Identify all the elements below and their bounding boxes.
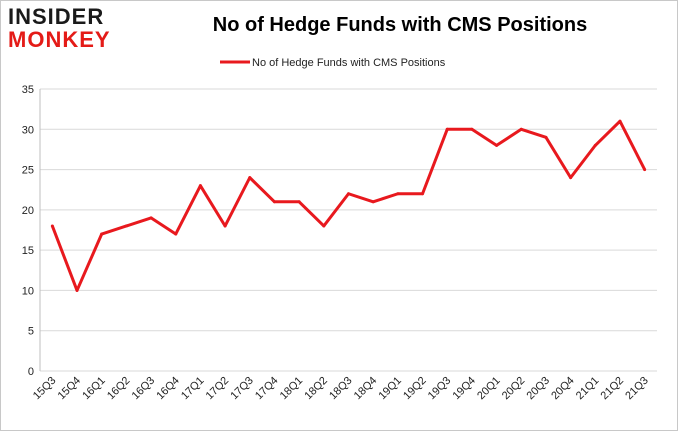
y-tick-label: 30 [22,124,34,136]
x-tick-label: 19Q3 [426,375,454,403]
logo-bottom-text: MONKEY [8,27,111,52]
x-tick-label: 18Q4 [352,375,380,403]
data-point [618,119,622,123]
x-tick-label: 16Q2 [105,375,133,403]
y-tick-label: 25 [22,165,34,177]
x-tick-label: 16Q3 [130,375,158,403]
data-point [198,184,202,188]
series-layer [50,119,647,292]
data-point [248,176,252,180]
data-point [75,288,79,292]
data-point [371,200,375,204]
y-tick-label: 5 [28,326,34,338]
y-axis-ticks: 0 5 10 15 20 25 30 35 [22,84,34,378]
y-tick-label: 35 [22,84,34,96]
x-tick-label: 21Q1 [574,375,602,403]
x-tick-label: 20Q4 [549,375,577,403]
y-tick-label: 0 [28,366,34,378]
y-tick-label: 10 [22,285,34,297]
data-point [174,232,178,236]
data-point [593,143,597,147]
x-tick-label: 17Q3 [228,375,256,403]
x-tick-label: 19Q4 [450,375,478,403]
x-tick-label: 17Q2 [204,375,232,403]
x-tick-label: 18Q1 [278,375,306,403]
data-point [100,232,104,236]
data-point [470,127,474,131]
x-tick-label: 18Q2 [302,375,330,403]
x-tick-label: 16Q4 [154,375,182,403]
data-point [643,168,647,172]
data-point [50,224,54,228]
data-point [569,176,573,180]
x-axis-ticks: 15Q315Q416Q116Q216Q316Q417Q117Q217Q317Q4… [31,375,651,403]
grid-lines [39,88,657,372]
insider-monkey-logo: INSIDER MONKEY [8,6,126,51]
x-tick-label: 18Q3 [327,375,355,403]
legend-label: No of Hedge Funds with CMS Positions [252,57,446,69]
x-tick-label: 19Q1 [376,375,404,403]
data-point [519,127,523,131]
x-tick-label: 21Q2 [599,375,627,403]
x-tick-label: 21Q3 [623,375,651,403]
data-point [396,192,400,196]
y-tick-label: 15 [22,245,34,257]
data-point [297,200,301,204]
data-point [322,224,326,228]
data-point [544,135,548,139]
x-tick-label: 20Q2 [500,375,528,403]
x-tick-label: 15Q3 [31,375,59,403]
x-tick-label: 17Q4 [253,375,281,403]
data-point [223,224,227,228]
x-tick-label: 20Q3 [525,375,553,403]
legend: No of Hedge Funds with CMS Positions [220,57,446,69]
x-tick-label: 16Q1 [80,375,108,403]
x-tick-label: 19Q2 [401,375,429,403]
data-point [495,143,499,147]
logo-top-text: INSIDER [8,4,105,29]
x-tick-label: 17Q1 [179,375,207,403]
x-tick-label: 15Q4 [56,375,84,403]
y-tick-label: 20 [22,205,34,217]
data-point [272,200,276,204]
data-point [445,127,449,131]
data-point [124,224,128,228]
data-point [421,192,425,196]
data-point [149,216,153,220]
chart-title: No of Hedge Funds with CMS Positions [212,14,588,36]
series-line [50,119,646,292]
data-point [347,192,350,196]
x-tick-label: 20Q1 [475,375,503,403]
